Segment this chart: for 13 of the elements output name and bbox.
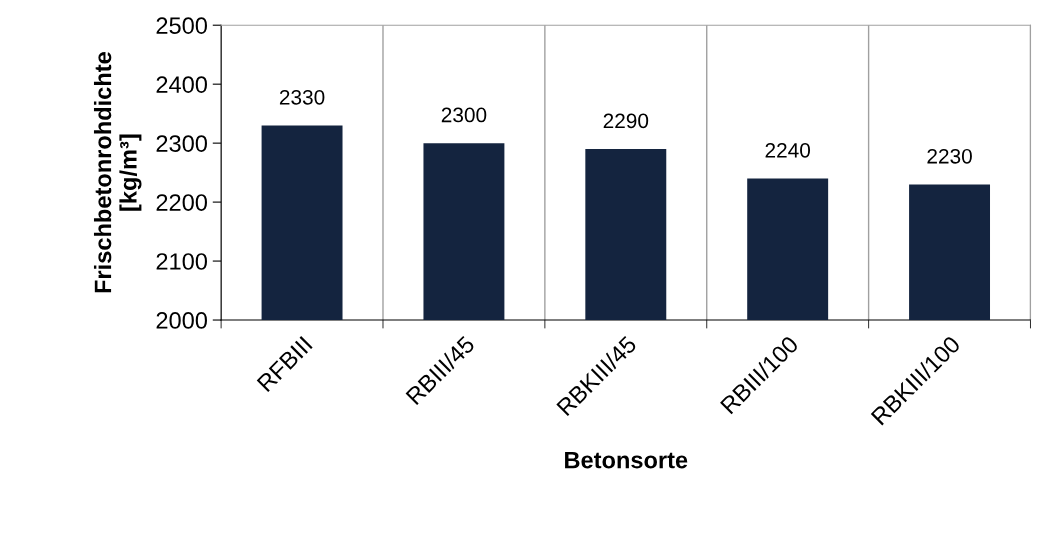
data-label: 2290 [603,113,649,129]
data-label: 2300 [441,107,487,123]
y-tick-label: 2400 [156,76,207,93]
y-axis-title: Frischbetonrohdichte [kg/m³] [93,52,142,293]
data-label: 2240 [765,142,811,158]
data-label: 2330 [279,89,325,105]
y-tick-label: 2000 [156,312,207,329]
x-axis-title: Betonsorte [565,451,688,469]
data-label: 2230 [927,148,972,164]
y-tick-label: 2100 [156,253,207,270]
y-tick-label: 2500 [156,17,207,34]
y-tick-label: 2300 [156,135,207,152]
y-tick-label: 2200 [156,194,207,211]
